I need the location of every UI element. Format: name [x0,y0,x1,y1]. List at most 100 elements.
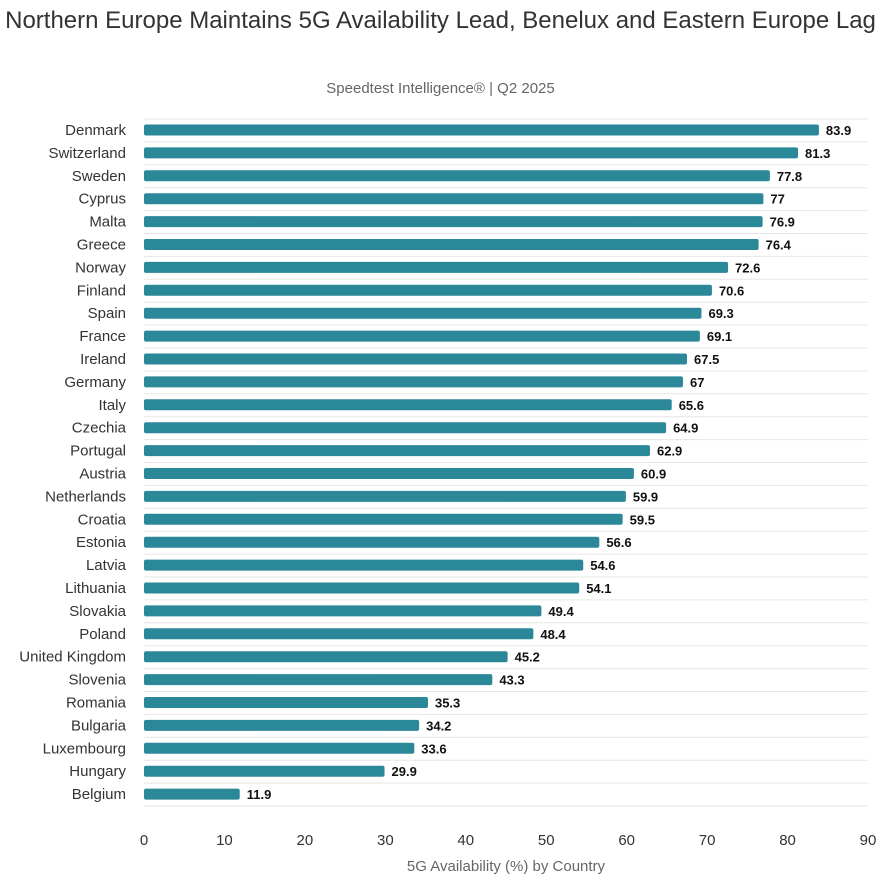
value-label: 83.9 [826,123,851,138]
category-label: United Kingdom [19,649,126,666]
bar [144,147,799,159]
value-label: 33.6 [421,741,446,756]
x-tick-label: 50 [538,832,555,849]
value-label: 35.3 [435,696,460,711]
category-label: Slovakia [69,603,126,620]
bar [144,376,683,388]
category-label: Slovenia [68,672,126,689]
category-label: Romania [66,695,127,712]
value-label: 54.1 [586,581,611,596]
category-label: Malta [89,214,126,231]
value-label: 77.8 [777,169,802,184]
bar [144,216,763,228]
bar [144,399,672,411]
bars [144,124,819,800]
x-tick-label: 0 [140,832,148,849]
x-axis-ticks: 0 10 20 30 40 50 60 70 80 90 [140,832,877,849]
category-label: Finland [77,282,126,299]
value-label: 43.3 [499,673,524,688]
bar [144,422,667,434]
bar [144,239,759,250]
bar [144,170,770,182]
category-label: France [79,328,126,345]
bar [144,490,626,502]
category-label: Czechia [72,420,127,437]
category-label: Hungary [69,763,126,780]
bar [144,353,687,365]
bar [144,559,584,571]
bar [144,651,508,663]
bar [144,445,650,457]
category-label: Portugal [70,443,126,460]
category-label: Germany [64,374,126,391]
value-label: 77 [770,192,784,207]
bar [144,284,712,296]
bar [144,697,428,708]
value-label: 76.4 [766,238,792,253]
x-tick-label: 70 [699,832,716,849]
category-label: Norway [75,259,126,276]
bar [144,513,623,525]
bar [144,330,700,342]
x-tick-label: 80 [779,832,796,849]
category-label: Estonia [76,534,127,551]
value-label: 72.6 [735,260,760,275]
category-label: Denmark [65,122,126,139]
bar [144,674,493,686]
value-label: 29.9 [392,764,417,779]
bar [144,468,634,479]
x-axis-label: 5G Availability (%) by Country [406,858,606,875]
bar [144,788,240,800]
bar [144,582,580,594]
category-label: Latvia [86,557,127,574]
value-label: 59.9 [633,489,658,504]
category-label: Spain [88,305,126,322]
category-label: Belgium [72,786,126,803]
category-label: Italy [98,397,126,414]
category-label: Luxembourg [43,740,126,757]
category-label: Cyprus [78,191,126,208]
x-tick-label: 30 [377,832,394,849]
value-label: 48.4 [540,627,566,642]
bar [144,742,415,754]
value-label: 70.6 [719,283,744,298]
value-label: 64.9 [673,421,698,436]
x-tick-label: 90 [860,832,877,849]
bar [144,765,385,777]
value-labels: 83.9 81.377.8 77 76.9 76.4 72.6 70.6 69.3 69.1 67… [247,123,852,802]
value-label: 60.9 [641,467,666,482]
value-label: 59.5 [630,512,655,527]
x-tick-label: 40 [457,832,474,849]
value-label: 81.3 [805,146,830,161]
category-label: Bulgaria [71,717,127,734]
category-label: Greece [77,237,126,254]
value-label: 49.4 [548,604,574,619]
value-label: 69.3 [708,306,733,321]
category-label: Netherlands [45,488,126,505]
bar [144,307,702,319]
x-tick-label: 60 [618,832,635,849]
x-tick-label: 20 [297,832,314,849]
bar [144,605,542,617]
bar [144,193,764,205]
value-label: 62.9 [657,444,682,459]
category-label: Poland [79,626,126,643]
grid-lines [144,118,868,807]
value-label: 69.1 [707,329,732,344]
category-label: Austria [79,466,126,483]
category-label: Lithuania [65,580,127,597]
value-label: 11.9 [247,787,272,802]
value-label: 67 [690,375,704,390]
category-label: Switzerland [48,145,126,162]
value-label: 34.2 [426,718,451,733]
value-label: 45.2 [515,650,540,665]
category-labels: Denmark Switzerland Sweden Cyprus Malta Greec… [19,122,126,803]
bar [144,261,729,273]
category-label: Sweden [72,168,126,185]
value-label: 76.9 [770,215,795,230]
value-label: 65.6 [679,398,704,413]
value-label: 67.5 [694,352,719,367]
value-label: 54.6 [590,558,615,573]
bar [144,628,534,640]
x-tick-label: 10 [216,832,233,849]
